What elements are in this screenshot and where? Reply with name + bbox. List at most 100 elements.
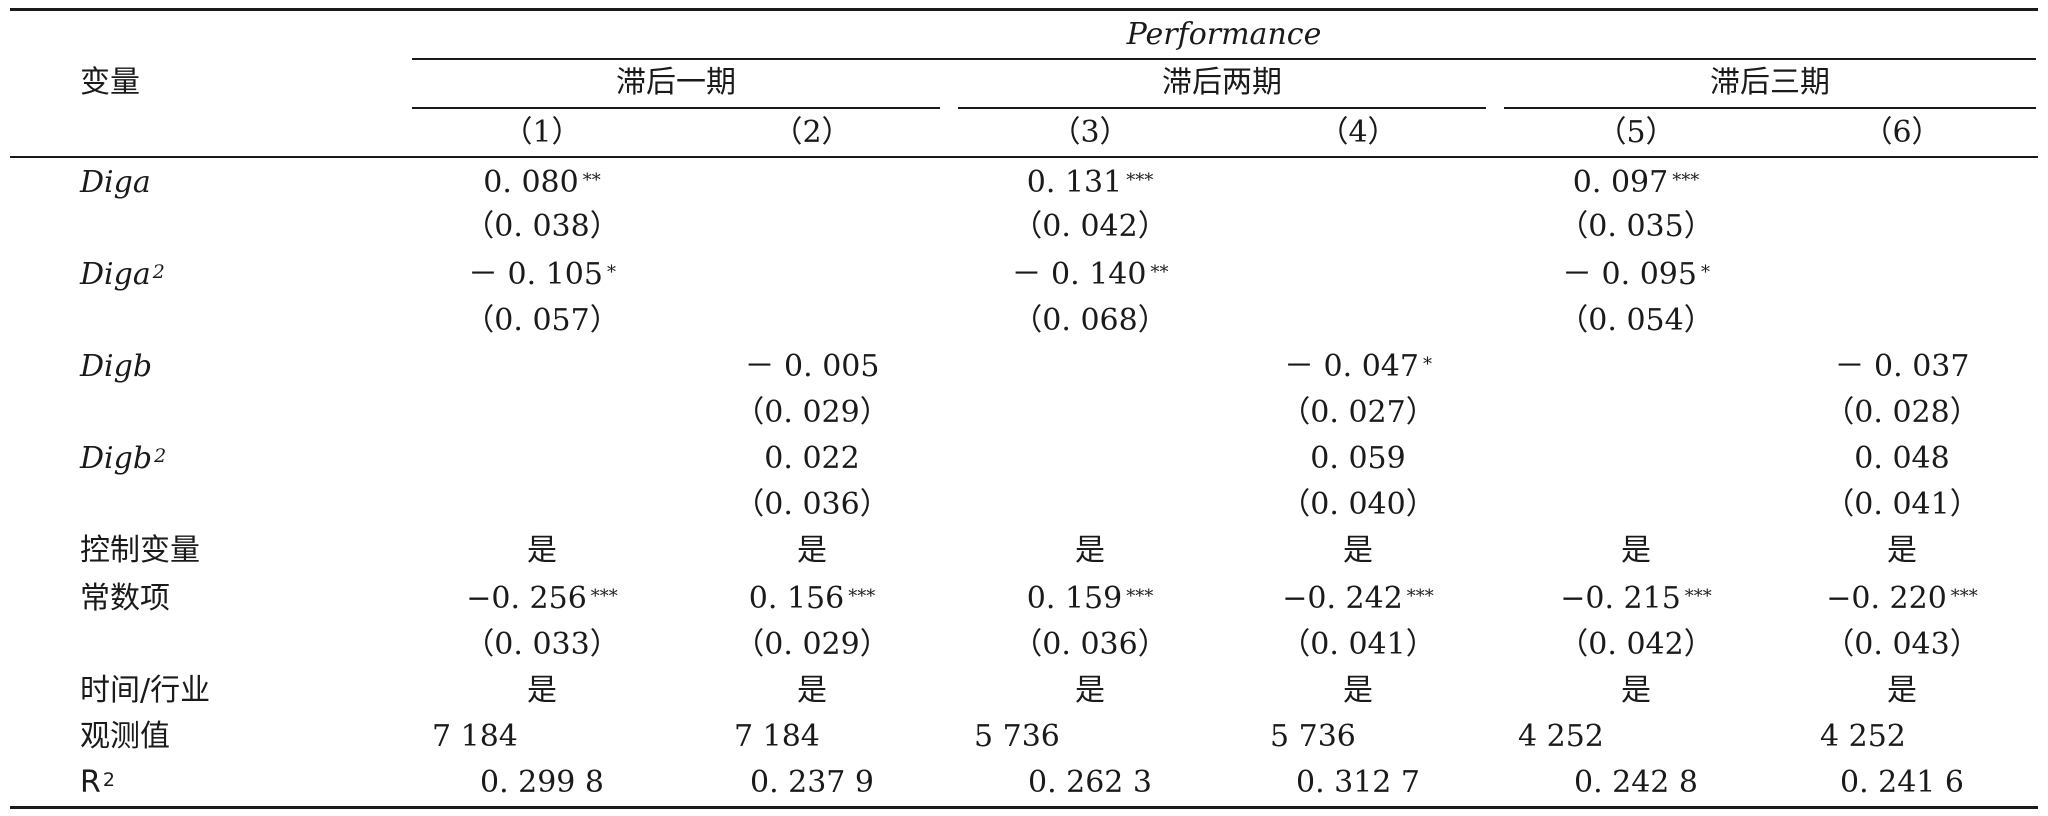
group-header-1: 滞后一期 xyxy=(616,65,736,100)
table-cell: 5 736 xyxy=(974,719,1060,754)
table-cell: 0. 159 *** xyxy=(1026,581,1154,616)
table-cell: （0. 028） xyxy=(1824,395,1980,430)
table-cell: −0. 215 *** xyxy=(1560,581,1712,616)
table-cell: 是 xyxy=(1075,533,1105,568)
table-cell: 0. 237 9 xyxy=(749,765,875,800)
table-cell: 0. 241 6 xyxy=(1839,765,1965,800)
significance-stars: * xyxy=(606,262,616,283)
row-label: 时间/行业 xyxy=(80,673,211,708)
table-cell: −0. 256 *** xyxy=(466,581,618,616)
table-cell: 0. 097 *** xyxy=(1572,165,1700,200)
table-cell: 0. 059 xyxy=(1310,441,1406,476)
table-cell: 是 xyxy=(1887,673,1917,708)
column-header-6: （6） xyxy=(1862,115,1942,150)
top-rule xyxy=(10,8,2038,11)
table-cell: （0. 042） xyxy=(1558,627,1714,662)
group-2-underline xyxy=(958,107,1486,109)
table-cell: 0. 156 *** xyxy=(748,581,876,616)
row-label: 观测值 xyxy=(80,719,170,754)
table-cell: － 0. 047 * xyxy=(1284,349,1432,384)
group-header-3: 滞后三期 xyxy=(1710,65,1830,100)
variable-header: 变量 xyxy=(80,65,140,100)
table-cell: 5 736 xyxy=(1270,719,1356,754)
table-cell: （0. 035） xyxy=(1558,209,1714,244)
significance-stars: *** xyxy=(848,586,876,607)
table-cell: － 0. 140 ** xyxy=(1011,257,1169,292)
dependent-variable-header: Performance xyxy=(1126,17,1322,52)
significance-stars: *** xyxy=(590,586,618,607)
significance-stars: * xyxy=(1422,354,1432,375)
header-bottom-rule xyxy=(10,156,2038,158)
table-cell: （0. 033） xyxy=(464,627,620,662)
table-cell: −0. 242 *** xyxy=(1282,581,1434,616)
table-cell: 是 xyxy=(1621,533,1651,568)
row-label: Diga 2 xyxy=(80,257,165,292)
table-cell: 7 184 xyxy=(734,719,820,754)
table-cell: −0. 220 *** xyxy=(1826,581,1978,616)
table-cell: 4 252 xyxy=(1820,719,1906,754)
table-cell: （0. 038） xyxy=(464,209,620,244)
group-header-2: 滞后两期 xyxy=(1162,65,1282,100)
table-cell: （0. 054） xyxy=(1558,303,1714,338)
table-cell: － 0. 037 xyxy=(1834,349,1970,384)
significance-stars: *** xyxy=(1406,586,1434,607)
table-cell: 是 xyxy=(1075,673,1105,708)
significance-stars: *** xyxy=(1684,586,1712,607)
table-cell: 0. 262 3 xyxy=(1027,765,1153,800)
table-cell: 0. 242 8 xyxy=(1573,765,1699,800)
row-label: Digb xyxy=(80,349,153,384)
table-cell: 4 252 xyxy=(1518,719,1604,754)
table-cell: 0. 022 xyxy=(764,441,860,476)
table-cell: （0. 040） xyxy=(1280,487,1436,522)
table-cell: 是 xyxy=(797,533,827,568)
row-label-superscript: 2 xyxy=(154,445,167,467)
row-label: Diga xyxy=(80,165,151,200)
bottom-rule xyxy=(10,806,2038,809)
group-1-underline xyxy=(412,107,940,109)
table-cell: 0. 131 *** xyxy=(1026,165,1154,200)
table-cell: （0. 041） xyxy=(1824,487,1980,522)
table-cell: － 0. 005 xyxy=(744,349,880,384)
row-label: 常数项 xyxy=(80,581,170,616)
significance-stars: ** xyxy=(1150,262,1169,283)
row-label-superscript: 2 xyxy=(152,261,165,283)
table-cell: － 0. 095 * xyxy=(1562,257,1710,292)
row-label: 控制变量 xyxy=(80,533,200,568)
table-cell: （0. 068） xyxy=(1012,303,1168,338)
row-label: Digb 2 xyxy=(80,441,167,476)
table-cell: 0. 312 7 xyxy=(1295,765,1421,800)
table-cell: （0. 029） xyxy=(734,395,890,430)
table-cell: － 0. 105 * xyxy=(468,257,616,292)
table-cell: 是 xyxy=(527,673,557,708)
table-cell: 是 xyxy=(797,673,827,708)
column-header-2: （2） xyxy=(772,115,852,150)
table-cell: （0. 036） xyxy=(734,487,890,522)
significance-stars: *** xyxy=(1672,170,1700,191)
table-cell: 是 xyxy=(1343,533,1373,568)
column-header-5: （5） xyxy=(1596,115,1676,150)
group-3-underline xyxy=(1504,107,2036,109)
table-cell: 0. 299 8 xyxy=(479,765,605,800)
table-cell: （0. 029） xyxy=(734,627,890,662)
table-cell: （0. 043） xyxy=(1824,627,1980,662)
significance-stars: *** xyxy=(1126,170,1154,191)
table-cell: 是 xyxy=(1343,673,1373,708)
column-header-1: （1） xyxy=(502,115,582,150)
significance-stars: ** xyxy=(582,170,601,191)
performance-underline xyxy=(412,58,2036,60)
table-cell: （0. 042） xyxy=(1012,209,1168,244)
table-cell: （0. 036） xyxy=(1012,627,1168,662)
table-cell: （0. 041） xyxy=(1280,627,1436,662)
table-cell: 是 xyxy=(527,533,557,568)
significance-stars: *** xyxy=(1950,586,1978,607)
significance-stars: * xyxy=(1700,262,1710,283)
table-cell: 0. 080 ** xyxy=(483,165,601,200)
table-cell: （0. 057） xyxy=(464,303,620,338)
column-header-4: （4） xyxy=(1318,115,1398,150)
table-cell: 7 184 xyxy=(432,719,518,754)
column-header-3: （3） xyxy=(1050,115,1130,150)
table-cell: （0. 027） xyxy=(1280,395,1436,430)
table-cell: 是 xyxy=(1887,533,1917,568)
